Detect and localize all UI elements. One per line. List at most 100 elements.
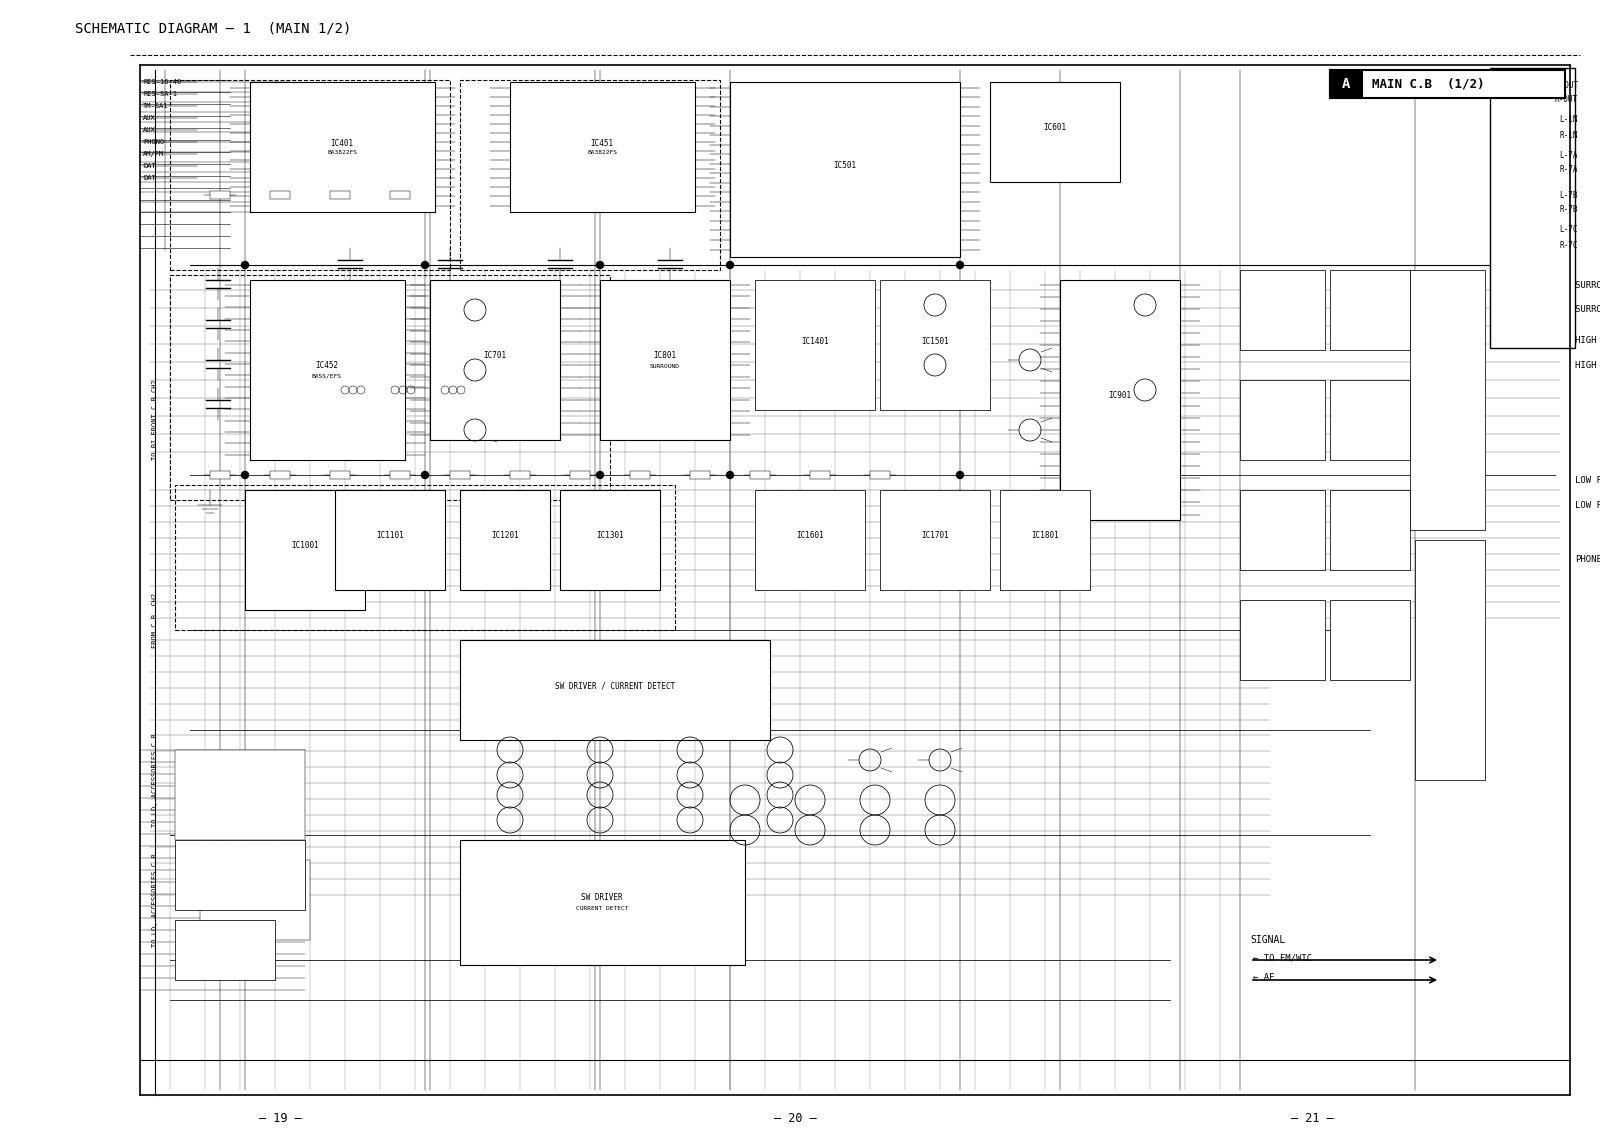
Bar [450, 471, 470, 479]
Bar [250, 280, 405, 460]
Bar [755, 490, 866, 590]
Bar [570, 471, 590, 479]
Bar [750, 471, 770, 479]
Bar [461, 840, 746, 965]
Bar [1330, 270, 1410, 350]
Bar [330, 191, 350, 198]
Text: IC401: IC401 [331, 138, 354, 147]
Text: AM/FM: AM/FM [142, 151, 165, 156]
Text: SURROUND R: SURROUND R [1574, 280, 1600, 289]
Bar [461, 640, 770, 741]
Circle shape [957, 472, 963, 479]
Text: DAT: DAT [142, 163, 155, 169]
Bar [1410, 270, 1485, 530]
Text: SURROUND L: SURROUND L [1574, 305, 1600, 314]
Text: LOW FREQ R: LOW FREQ R [1574, 475, 1600, 484]
Text: DAT: DAT [142, 175, 155, 181]
Text: L-7B: L-7B [1560, 191, 1578, 200]
Text: CURRENT DETECT: CURRENT DETECT [576, 906, 629, 911]
Bar [1330, 70, 1362, 98]
Bar [880, 280, 990, 411]
Circle shape [726, 262, 733, 269]
Bar [1240, 600, 1325, 680]
Text: AUX: AUX [142, 127, 155, 133]
Bar [270, 471, 290, 479]
Text: RES-SA-1: RES-SA-1 [142, 91, 178, 98]
Bar [390, 191, 410, 198]
Bar [270, 191, 290, 198]
Text: L-1N: L-1N [1560, 116, 1578, 125]
Text: TO LD, ACCESSORIES C.B: TO LD, ACCESSORIES C.B [152, 734, 158, 827]
Text: BASS/EFS: BASS/EFS [312, 373, 342, 379]
Bar [1330, 490, 1410, 570]
Bar [461, 490, 550, 590]
Text: IC451: IC451 [590, 138, 613, 147]
Bar [174, 750, 306, 840]
Text: IC1401: IC1401 [802, 337, 829, 346]
Text: HIGH FREQ R: HIGH FREQ R [1574, 336, 1600, 345]
Circle shape [242, 262, 248, 269]
Bar [1330, 380, 1410, 460]
Text: IC901: IC901 [1109, 391, 1131, 400]
Bar [210, 191, 230, 198]
Bar [1240, 270, 1325, 350]
Text: BA3822FS: BA3822FS [326, 151, 357, 155]
Bar [461, 81, 720, 270]
Text: IC1701: IC1701 [922, 532, 949, 541]
Bar [810, 471, 830, 479]
Text: IC1201: IC1201 [491, 532, 518, 541]
Bar [1059, 280, 1181, 521]
Circle shape [597, 472, 603, 479]
Text: IC1101: IC1101 [376, 532, 403, 541]
Text: BA3822FS: BA3822FS [587, 151, 618, 155]
Text: L-7A: L-7A [1560, 151, 1578, 160]
Text: AUX: AUX [142, 115, 155, 121]
Text: SIGNAL: SIGNAL [1250, 936, 1285, 945]
Bar [510, 82, 694, 212]
Text: IC1301: IC1301 [597, 532, 624, 541]
Text: IC1601: IC1601 [797, 532, 824, 541]
Text: TM-SA1: TM-SA1 [142, 103, 168, 109]
Bar [600, 280, 730, 440]
Bar [1490, 68, 1574, 348]
Text: IC1501: IC1501 [922, 337, 949, 346]
Bar [174, 920, 275, 980]
Text: SURROUND: SURROUND [650, 364, 680, 369]
Bar [880, 490, 990, 590]
Text: IC601: IC601 [1043, 124, 1067, 133]
Text: ← TO FM/WIC: ← TO FM/WIC [1253, 954, 1312, 963]
Bar [510, 471, 530, 479]
Bar [1000, 490, 1090, 590]
Text: HIGH FREQ L: HIGH FREQ L [1574, 361, 1600, 370]
Circle shape [957, 262, 963, 269]
Bar [334, 490, 445, 590]
Bar [690, 471, 710, 479]
Text: IC801: IC801 [653, 352, 677, 361]
Text: SW DRIVER: SW DRIVER [581, 894, 622, 903]
Bar [1330, 600, 1410, 680]
Text: IC1801: IC1801 [1030, 532, 1059, 541]
Text: FROM C.B  CH2: FROM C.B CH2 [152, 592, 158, 648]
Text: IC701: IC701 [483, 352, 507, 361]
Text: IC452: IC452 [315, 362, 339, 371]
Bar [330, 471, 350, 479]
Text: MAIN C.B  (1/2): MAIN C.B (1/2) [1373, 77, 1485, 91]
Bar [170, 81, 450, 270]
Circle shape [726, 472, 733, 479]
Bar [1330, 70, 1565, 98]
Bar [1240, 380, 1325, 460]
Text: R-7C: R-7C [1560, 240, 1578, 249]
Text: IC1001: IC1001 [291, 542, 318, 550]
Bar [870, 471, 890, 479]
Text: TO LD, ACCESSORIES C.B: TO LD, ACCESSORIES C.B [152, 853, 158, 947]
Bar [430, 280, 560, 440]
Text: LOW FREQ L: LOW FREQ L [1574, 500, 1600, 509]
Text: – 21 –: – 21 – [1291, 1111, 1333, 1125]
Text: – 19 –: – 19 – [259, 1111, 301, 1125]
Bar [250, 82, 435, 212]
Circle shape [242, 472, 248, 479]
Text: PHONO: PHONO [142, 139, 165, 145]
Circle shape [597, 262, 603, 269]
Bar [390, 471, 410, 479]
Text: A: A [1342, 77, 1350, 91]
